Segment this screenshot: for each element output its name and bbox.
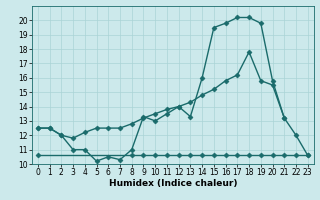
X-axis label: Humidex (Indice chaleur): Humidex (Indice chaleur) bbox=[108, 179, 237, 188]
